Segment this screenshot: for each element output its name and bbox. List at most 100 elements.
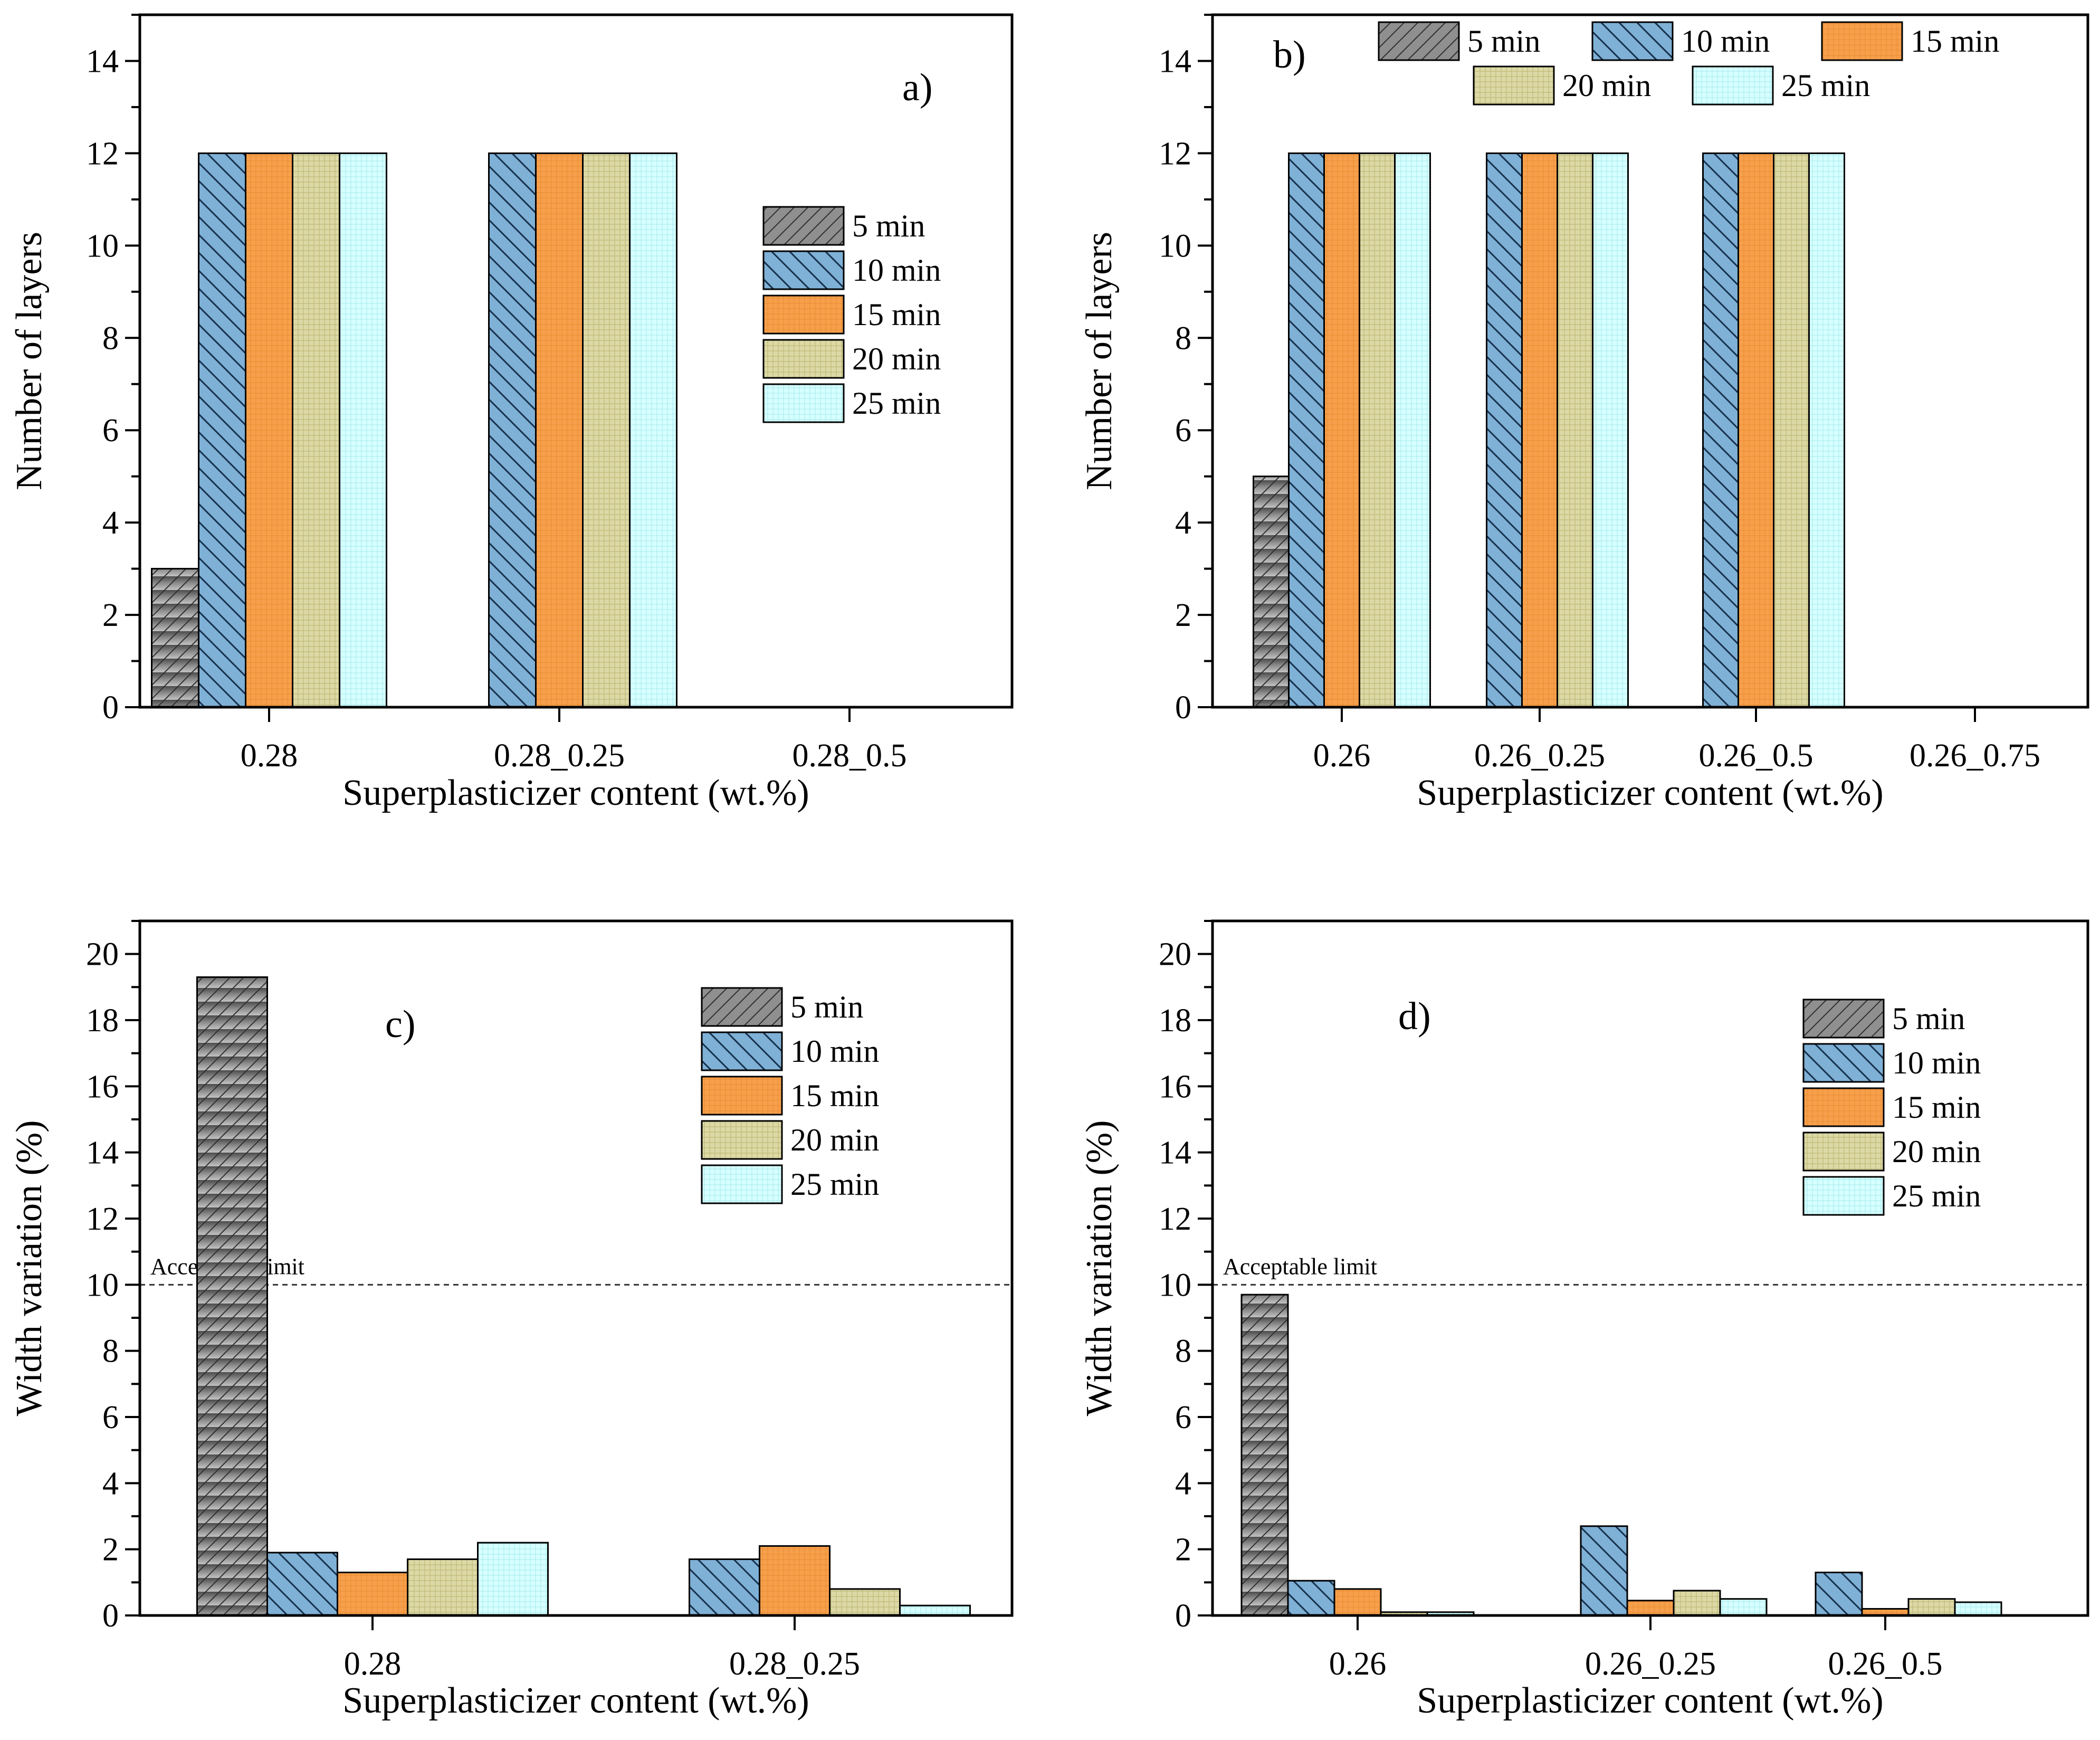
plot-frame <box>1211 13 2089 709</box>
legend-swatch <box>1591 21 1674 61</box>
y-tick-label: 4 <box>102 505 119 541</box>
legend-swatch <box>1802 1043 1885 1083</box>
bar-25-min-0.26_0.5 <box>1808 152 1845 708</box>
y-tick-label: 6 <box>102 413 119 449</box>
bar-15-min-0.28 <box>337 1572 408 1617</box>
legend-label: 20 min <box>852 341 941 376</box>
bar-5-min-0.28 <box>196 976 268 1617</box>
y-tick-label: 2 <box>1175 597 1191 633</box>
legend-label: 5 min <box>852 208 925 243</box>
legend-swatch <box>1802 1132 1885 1172</box>
legend-swatch <box>1378 21 1460 61</box>
legend-swatch <box>1802 1087 1885 1127</box>
x-tick-label: 0.26_0.5 <box>1699 738 1813 774</box>
legend-label: 25 min <box>1892 1178 1981 1213</box>
legend-swatch <box>762 250 845 290</box>
plot-frame <box>1211 919 2089 1617</box>
y-tick-label: 10 <box>86 228 119 264</box>
legend-swatch <box>762 339 845 379</box>
y-tick-label: 2 <box>1175 1532 1191 1568</box>
y-tick-label: 0 <box>102 1598 119 1634</box>
x-tick-label: 0.26_0.75 <box>1910 738 2040 774</box>
legend-label: 25 min <box>1781 68 1870 103</box>
y-tick-label: 18 <box>86 1003 119 1039</box>
bar-20-min-0.28_0.25 <box>829 1588 901 1617</box>
bar-20-min-0.26 <box>1359 152 1396 708</box>
bar-10-min-0.26_0.25 <box>1580 1525 1628 1617</box>
bar-25-min-0.26 <box>1394 152 1431 708</box>
y-tick-label: 8 <box>1175 1334 1191 1370</box>
legend-swatch <box>701 1076 783 1116</box>
x-tick-label: 0.28 <box>241 738 298 774</box>
legend-label: 10 min <box>852 253 941 288</box>
y-tick-label: 0 <box>1175 1598 1191 1634</box>
bar-10-min-0.28 <box>266 1552 338 1617</box>
legend-label: 15 min <box>790 1078 879 1113</box>
legend-swatch <box>762 383 845 423</box>
y-tick-label: 6 <box>102 1400 119 1435</box>
legend-swatch <box>1802 1176 1885 1216</box>
legend-swatch <box>701 987 783 1027</box>
legend-label: 5 min <box>790 990 863 1024</box>
x-tick-label: 0.28_0.5 <box>793 738 907 774</box>
bar-25-min-0.28_0.25 <box>629 152 677 708</box>
acceptable-limit-label: Acceptable limit <box>1223 1253 1377 1279</box>
y-axis-title: Number of layers <box>9 232 50 490</box>
legend-label: 15 min <box>1892 1090 1981 1125</box>
bar-10-min-0.26_0.5 <box>1815 1572 1863 1617</box>
y-axis-title: Width variation (%) <box>9 1120 50 1416</box>
y-tick-label: 12 <box>1159 136 1191 172</box>
x-axis-title: Superplasticizer content (wt.%) <box>1417 773 1883 813</box>
legend-swatch <box>1821 21 1903 61</box>
y-tick-label: 8 <box>102 1334 119 1370</box>
legend-label: 20 min <box>1562 68 1651 103</box>
bar-5-min-0.26 <box>1253 476 1290 708</box>
y-tick-label: 16 <box>86 1069 119 1105</box>
bar-20-min-0.28 <box>407 1558 479 1617</box>
bar-25-min-0.26_0.25 <box>1592 152 1629 708</box>
x-axis-title: Superplasticizer content (wt.%) <box>1417 1680 1883 1721</box>
bar-15-min-0.26 <box>1333 1588 1382 1617</box>
bar-15-min-0.26 <box>1323 152 1360 708</box>
chart-panel-b: 0 2 4 6 8 10 12 14 0.26 0.26_0.25 0.26_0.5 0.26_0.7… <box>1079 13 2089 813</box>
bar-15-min-0.28 <box>245 152 293 708</box>
x-axis-title: Superplasticizer content (wt.%) <box>342 1680 809 1721</box>
bar-25-min-0.28 <box>339 152 387 708</box>
plot-frame <box>138 13 1014 709</box>
y-axis-title: Number of layers <box>1079 232 1120 490</box>
x-tick-label: 0.28_0.25 <box>729 1646 860 1682</box>
y-tick-label: 6 <box>1175 1400 1191 1435</box>
x-tick-label: 0.28 <box>344 1646 402 1682</box>
y-tick-label: 4 <box>1175 1466 1191 1501</box>
legend-label: 20 min <box>790 1123 879 1157</box>
bar-15-min-0.28_0.25 <box>535 152 584 708</box>
legend-swatch <box>1692 65 1774 106</box>
bar-20-min-0.28 <box>292 152 340 708</box>
y-tick-label: 2 <box>102 597 119 633</box>
chart-panel-a: 0 2 4 6 8 10 12 14 0.28 0.28_0.25 0.28_0.5Superpla… <box>9 13 1014 813</box>
bar-20-min-0.26_0.5 <box>1907 1598 1956 1617</box>
y-tick-label: 14 <box>86 1135 119 1171</box>
y-tick-label: 12 <box>1159 1201 1191 1237</box>
bar-5-min-0.28 <box>151 568 199 708</box>
legend-swatch <box>762 206 845 246</box>
bar-20-min-0.26_0.25 <box>1673 1590 1721 1617</box>
y-axis-title: Width variation (%) <box>1079 1120 1120 1416</box>
y-tick-label: 20 <box>1159 937 1191 973</box>
bar-10-min-0.26_0.5 <box>1702 152 1739 708</box>
x-tick-label: 0.26_0.25 <box>1585 1646 1716 1682</box>
legend-swatch <box>1802 999 1885 1039</box>
legend-label: 25 min <box>852 386 941 421</box>
bar-10-min-0.28 <box>198 152 246 708</box>
x-tick-label: 0.26 <box>1313 738 1371 774</box>
y-tick-label: 0 <box>1175 690 1191 726</box>
legend-label: 5 min <box>1467 24 1540 59</box>
panel-label: d) <box>1398 995 1431 1038</box>
y-tick-label: 20 <box>86 937 119 973</box>
bar-10-min-0.28_0.25 <box>689 1558 760 1617</box>
bar-5-min-0.26 <box>1240 1294 1289 1617</box>
bar-10-min-0.26 <box>1287 1580 1335 1617</box>
bar-10-min-0.26_0.25 <box>1486 152 1523 708</box>
